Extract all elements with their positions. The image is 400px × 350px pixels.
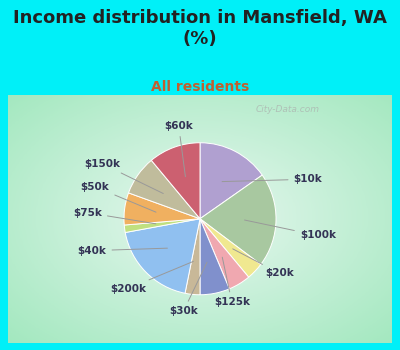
Text: $50k: $50k bbox=[81, 182, 156, 212]
Text: $200k: $200k bbox=[110, 261, 193, 294]
Wedge shape bbox=[200, 175, 276, 265]
Text: $100k: $100k bbox=[244, 220, 336, 240]
Wedge shape bbox=[128, 160, 200, 219]
Wedge shape bbox=[125, 219, 200, 293]
Wedge shape bbox=[124, 219, 200, 232]
Text: City-Data.com: City-Data.com bbox=[256, 105, 320, 114]
Text: Income distribution in Mansfield, WA
(%): Income distribution in Mansfield, WA (%) bbox=[13, 9, 387, 48]
Wedge shape bbox=[124, 193, 200, 225]
Wedge shape bbox=[200, 219, 261, 277]
Text: $10k: $10k bbox=[222, 174, 322, 184]
Text: $75k: $75k bbox=[73, 208, 156, 224]
Wedge shape bbox=[151, 143, 200, 219]
Text: All residents: All residents bbox=[151, 80, 249, 94]
Text: $20k: $20k bbox=[233, 249, 294, 279]
Text: $60k: $60k bbox=[164, 121, 193, 177]
Wedge shape bbox=[200, 143, 262, 219]
Text: $30k: $30k bbox=[169, 262, 207, 316]
Wedge shape bbox=[185, 219, 200, 295]
Text: $40k: $40k bbox=[78, 246, 168, 256]
Text: $125k: $125k bbox=[214, 257, 250, 307]
Wedge shape bbox=[200, 219, 249, 289]
Text: $150k: $150k bbox=[85, 159, 163, 194]
Wedge shape bbox=[200, 219, 229, 295]
